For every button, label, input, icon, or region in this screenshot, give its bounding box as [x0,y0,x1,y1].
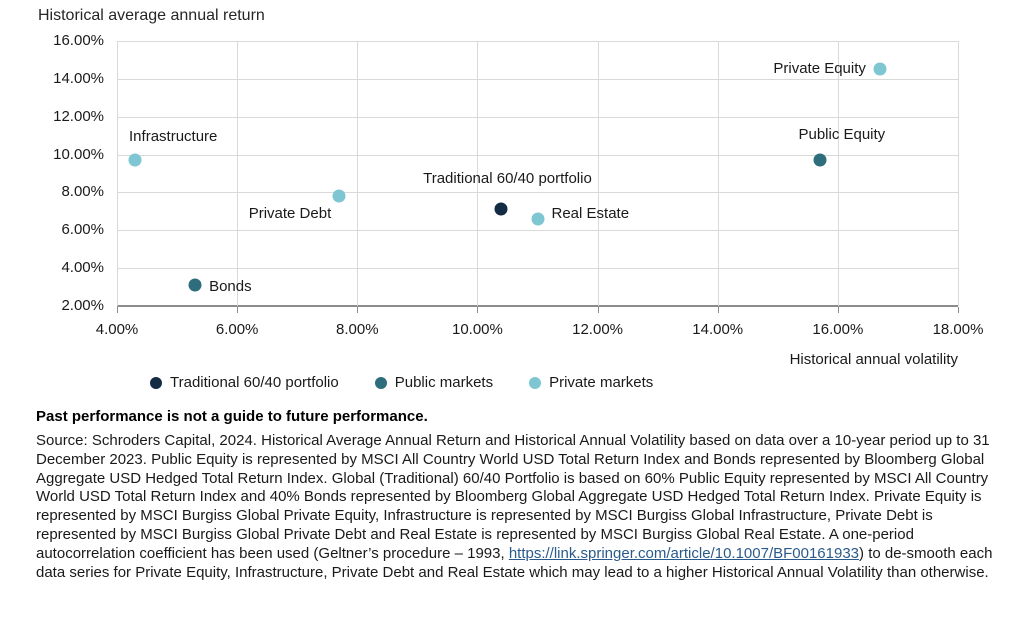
y-tick-label: 2.00% [61,297,104,314]
source-text-before-link: Source: Schroders Capital, 2024. Histori… [36,432,990,562]
footnote-section: Past performance is not a guide to futur… [36,407,1011,582]
x-tick-label: 6.00% [215,321,259,338]
x-axis-tick [837,307,839,313]
source-text-after-link: ) to de-smooth each data series for Priv… [36,544,993,581]
point-label: Traditional 60/40 portfolio [423,170,592,188]
point-dot [531,212,544,226]
x-axis-tick [477,307,479,313]
x-axis-tick [958,307,959,313]
y-axis-tick-labels: 16.00% 14.00% 12.00% 10.00% 8.00% 6.00% 4.00% 2… [0,32,104,314]
point-dot [128,153,142,167]
gridline-vertical [237,41,239,306]
legend-label: Public markets [394,374,494,391]
point-label: Infrastructure [129,128,218,146]
y-tick-label: 8.00% [61,183,104,201]
y-axis-title: Historical average annual return [38,7,265,24]
source-paragraph: Source: Schroders Capital, 2024. Histori… [36,432,1011,582]
x-axis-tick [237,307,239,313]
gridline-vertical [958,41,959,306]
x-axis-line [117,305,958,307]
point-label: Real Estate [551,204,630,222]
legend-item: Public markets [374,374,494,391]
point-label: Private Debt [248,205,332,223]
gridline-vertical [597,41,599,306]
x-axis-tick [117,307,118,313]
legend-label: Private markets [549,374,654,391]
springer-link[interactable]: https://link.springer.com/article/10.100… [508,544,860,562]
y-tick-label: 14.00% [53,69,104,87]
gridline-horizontal [117,268,958,270]
x-axis-title: Historical annual volatility [789,351,958,368]
gridline-vertical [357,41,359,306]
x-tick-label: 14.00% [692,321,744,338]
gridline-vertical [837,41,839,306]
x-tick-label: 16.00% [812,321,864,338]
gridline-horizontal [117,192,958,194]
x-axis-tick [357,307,359,313]
gridline-horizontal [117,41,958,42]
gridline-vertical [477,41,479,306]
x-tick-label: 18.00% [932,321,984,338]
gridline-horizontal [117,116,958,118]
point-dot [813,153,827,167]
legend-swatch-icon [374,376,387,389]
gridline-horizontal [117,230,958,232]
y-tick-label: 12.00% [53,107,104,125]
point-label: Public Equity [798,126,886,144]
point-dot [873,62,887,76]
x-axis-tick [717,307,719,313]
y-tick-label: 6.00% [61,221,104,239]
gridline-horizontal [117,78,958,80]
legend-swatch-icon [150,376,162,389]
gridline-vertical [117,41,118,306]
gridline-horizontal [117,154,958,156]
point-label: Bonds [209,278,252,296]
point-label: Private Equity [773,60,866,78]
y-tick-label: 4.00% [61,259,104,277]
legend-swatch-icon [529,376,542,389]
x-tick-label: 4.00% [95,321,139,338]
legend-item: Private markets [529,374,653,391]
point-dot [332,189,346,203]
point-dot [494,202,508,216]
y-tick-label: 10.00% [53,145,104,163]
point-dot [188,278,202,292]
x-axis-tick [597,307,599,313]
chart-legend: Traditional 60/40 portfolio Public market… [150,374,653,391]
legend-label: Traditional 60/40 portfolio [170,374,339,391]
legend-item: Traditional 60/40 portfolio [150,374,339,391]
y-tick-label: 16.00% [53,32,104,49]
x-tick-label: 8.00% [336,321,379,338]
x-tick-label: 12.00% [572,321,623,338]
gridline-vertical [717,41,719,306]
past-performance-note: Past performance is not a guide to futur… [36,408,428,425]
x-axis-tick-labels: 4.00% 6.00% 8.00% 10.00% 12.00% 14.00% 16.00% 1… [96,312,984,338]
x-tick-label: 10.00% [451,321,503,338]
plot-area: Traditional 60/40 portfolio Bonds Public E… [117,41,959,313]
